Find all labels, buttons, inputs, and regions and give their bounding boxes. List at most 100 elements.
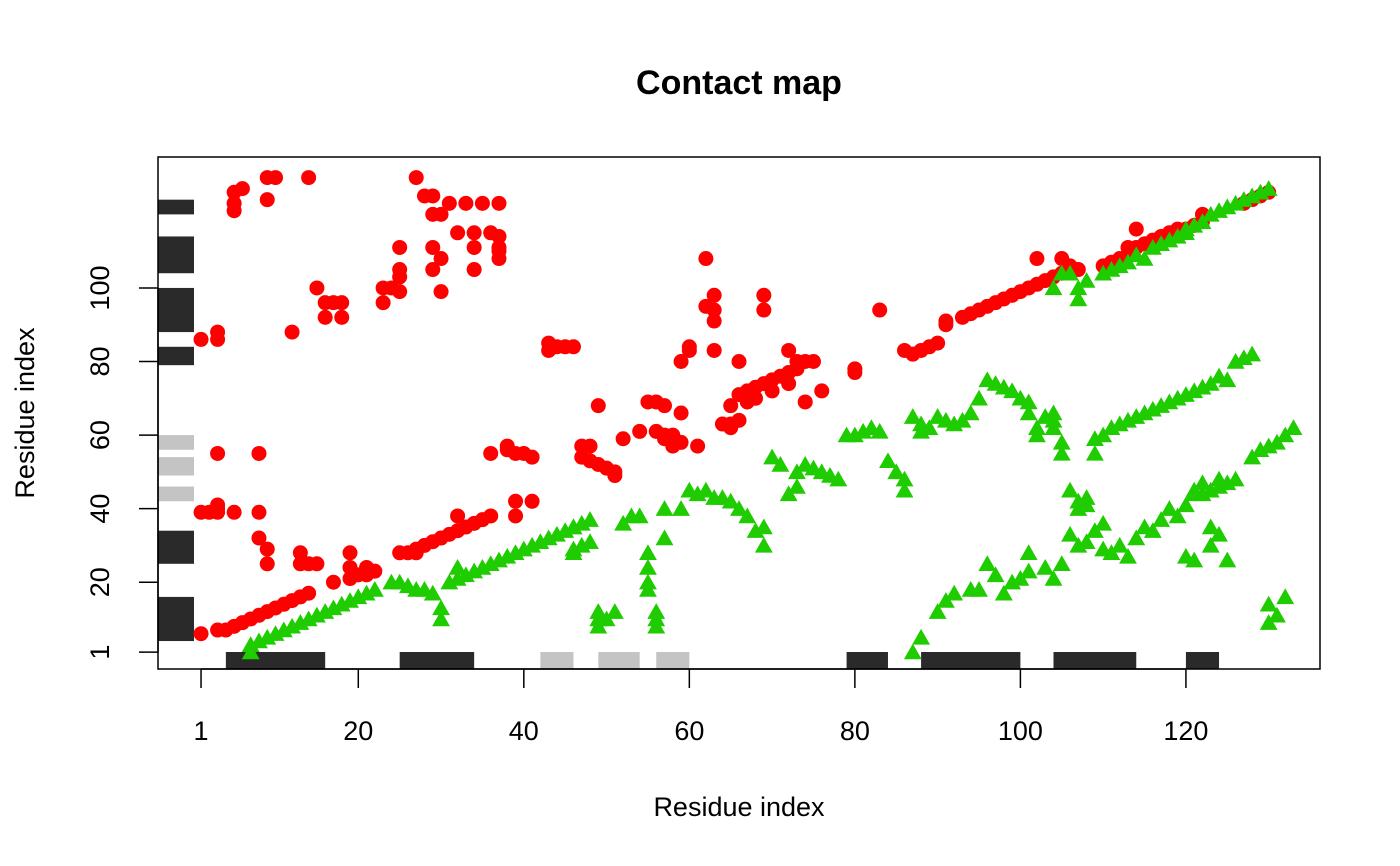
- point-lower-173: [1119, 547, 1137, 564]
- point-upper-40: [309, 556, 325, 572]
- point-upper-71: [425, 239, 441, 255]
- point-lower-106: [970, 389, 988, 406]
- point-upper-171: [872, 302, 888, 318]
- chart-title: Contact map: [636, 64, 842, 102]
- point-upper-111: [565, 339, 581, 355]
- point-lower-160: [1019, 562, 1038, 579]
- point-lower-78: [763, 448, 782, 465]
- point-lower-165: [1061, 525, 1079, 542]
- point-lower-178: [1160, 500, 1179, 516]
- point-lower-127: [1085, 444, 1104, 461]
- sse-x-helix-0: [225, 652, 326, 669]
- point-lower-162: [1036, 558, 1055, 575]
- point-upper-81: [450, 508, 466, 524]
- point-upper-22: [251, 530, 267, 546]
- point-lower-177: [1152, 511, 1171, 527]
- point-lower-170: [1094, 514, 1113, 531]
- point-upper-166: [797, 394, 813, 410]
- point-upper-87: [466, 239, 482, 255]
- point-upper-137: [698, 251, 714, 267]
- point-upper-1: [193, 331, 209, 347]
- sse-x-helix-1: [399, 652, 475, 669]
- point-lower-156: [986, 566, 1005, 583]
- point-lower-87: [829, 470, 848, 487]
- y-tick-label-40: 40: [85, 494, 115, 524]
- y-axis: 1 20 40 60 80 100: [85, 265, 159, 660]
- point-upper-106: [524, 493, 540, 509]
- point-upper-105: [524, 449, 540, 465]
- point-lower-112: [1019, 393, 1038, 410]
- point-lower-115: [1028, 426, 1046, 443]
- point-upper-26: [259, 556, 275, 572]
- sse-y-helix-6: [158, 287, 194, 333]
- point-lower-148: [903, 643, 922, 660]
- point-upper-72: [425, 262, 441, 278]
- point-upper-178: [938, 313, 954, 329]
- point-upper-132: [673, 354, 689, 370]
- point-upper-18: [234, 181, 250, 197]
- point-lower-81: [788, 478, 806, 494]
- point-upper-0: [193, 626, 209, 642]
- point-lower-122: [1061, 481, 1079, 498]
- point-upper-93: [483, 445, 499, 461]
- point-upper-114: [582, 438, 598, 454]
- x-axis-label: Residue index: [653, 792, 825, 822]
- x-tick-label-20: 20: [343, 716, 373, 746]
- point-upper-79: [441, 195, 457, 211]
- sse-y-helix-5: [158, 346, 194, 366]
- point-upper-27: [259, 192, 275, 208]
- point-upper-168: [814, 383, 830, 399]
- point-upper-46: [334, 295, 350, 311]
- sse-x-strand-3: [598, 652, 640, 669]
- point-upper-153: [748, 390, 764, 406]
- point-lower-56: [630, 507, 649, 524]
- y-tick-label-1: 1: [85, 645, 115, 660]
- point-upper-35: [292, 545, 308, 561]
- point-lower-57: [639, 544, 657, 560]
- point-lower-149: [912, 628, 931, 645]
- sse-x-helix-7: [1053, 652, 1137, 669]
- point-upper-96: [491, 251, 507, 267]
- point-upper-131: [673, 434, 689, 450]
- point-upper-54: [367, 563, 383, 579]
- point-lower-164: [1052, 555, 1071, 572]
- x-axis: 1 20 40 60 80 100 120: [194, 668, 1208, 746]
- point-lower-163: [1044, 570, 1063, 586]
- point-upper-13: [226, 504, 242, 520]
- point-upper-73: [425, 188, 441, 204]
- point-upper-101: [508, 508, 524, 524]
- point-lower-69: [696, 481, 715, 498]
- point-lower-174: [1127, 529, 1146, 546]
- point-lower-105: [961, 404, 980, 421]
- point-upper-95: [491, 239, 507, 255]
- point-lower-195: [1284, 419, 1303, 435]
- point-lower-180: [1176, 496, 1195, 513]
- point-upper-133: [673, 405, 689, 421]
- point-lower-155: [978, 555, 997, 572]
- point-upper-61: [392, 284, 408, 300]
- point-upper-60: [392, 262, 408, 278]
- point-lower-63: [647, 617, 666, 634]
- point-lower-232: [1201, 518, 1220, 535]
- point-upper-56: [375, 295, 391, 311]
- point-upper-170: [847, 361, 863, 377]
- point-upper-33: [284, 324, 300, 340]
- point-upper-82: [450, 225, 466, 241]
- point-upper-202: [1128, 221, 1144, 237]
- point-lower-229: [1185, 551, 1204, 568]
- sse-x-strand-4: [656, 652, 690, 669]
- point-upper-142: [706, 342, 722, 358]
- point-upper-49: [342, 545, 358, 561]
- point-lower-22: [423, 584, 442, 601]
- point-lower-167: [1077, 533, 1096, 549]
- sse-y-strand-4: [158, 435, 194, 450]
- point-lower-96: [895, 470, 914, 487]
- point-upper-90: [474, 195, 490, 211]
- point-upper-141: [706, 313, 722, 329]
- x-tick-label-60: 60: [674, 716, 704, 746]
- sse-x-strand-2: [540, 652, 574, 669]
- point-lower-92: [870, 422, 889, 439]
- point-lower-226: [1268, 606, 1286, 623]
- point-lower-100: [920, 419, 939, 435]
